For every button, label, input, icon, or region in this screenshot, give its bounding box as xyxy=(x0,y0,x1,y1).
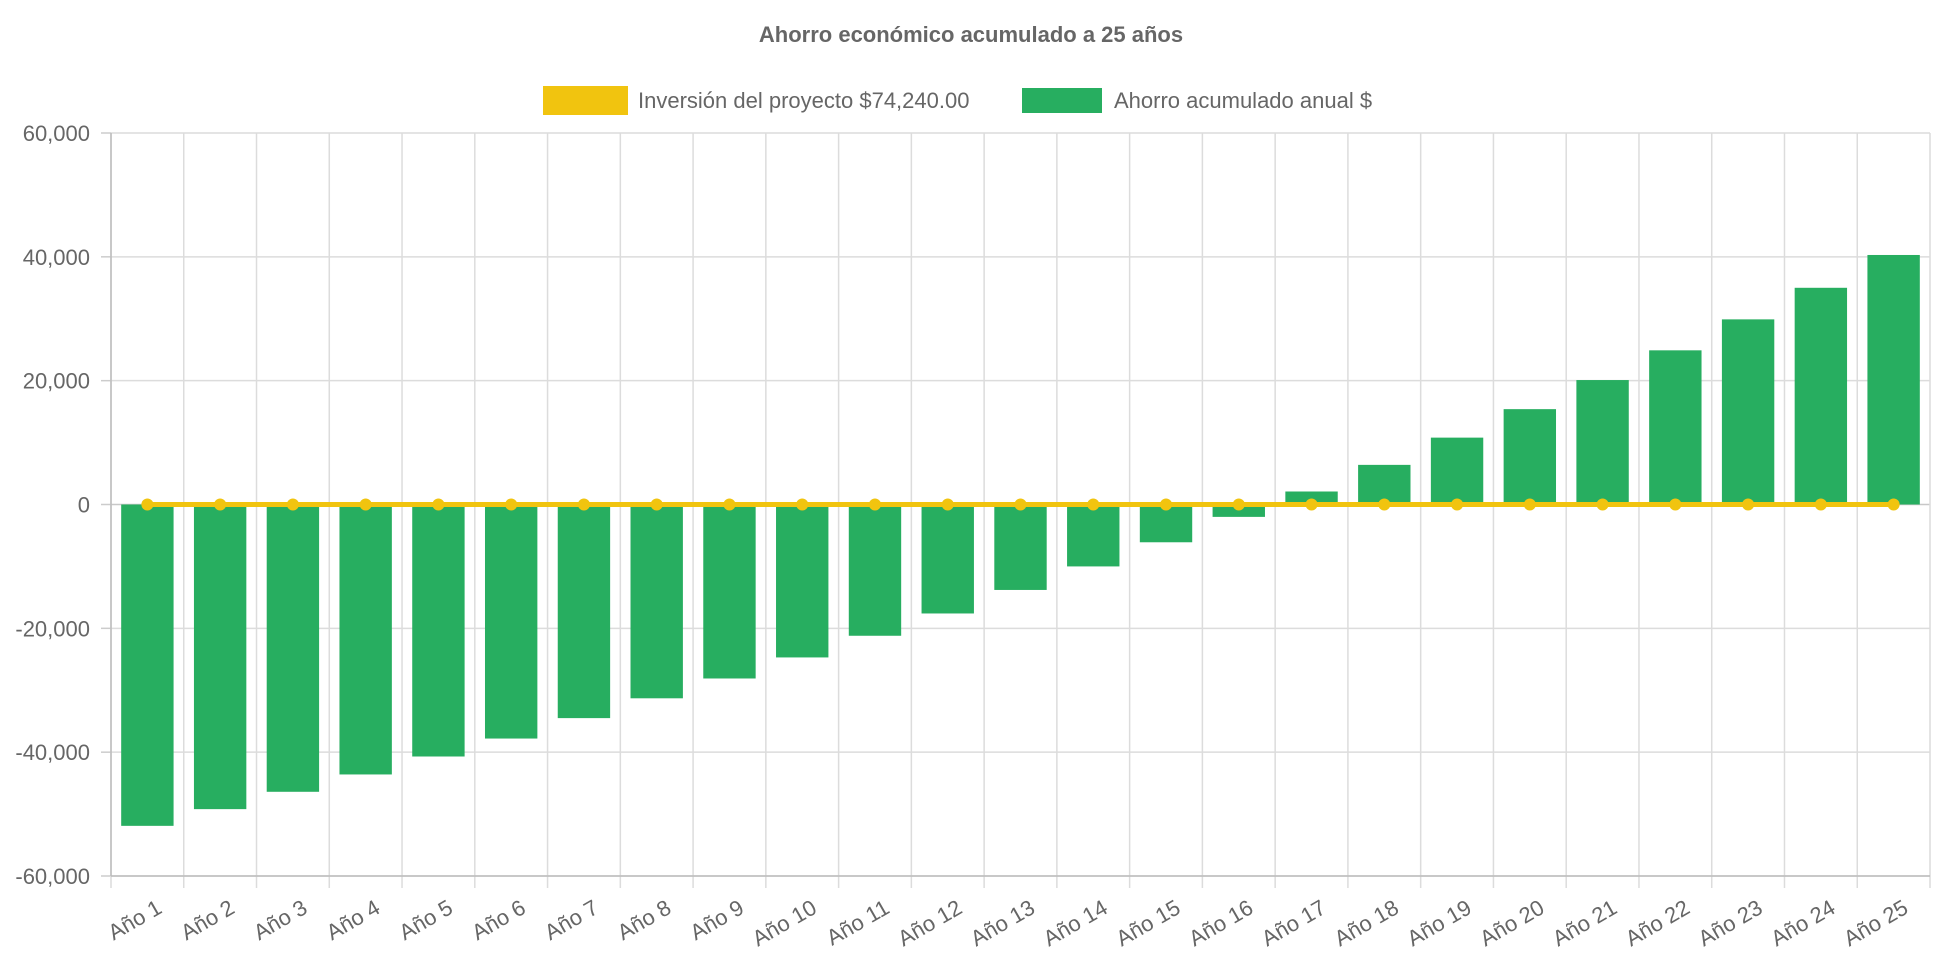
bar xyxy=(1504,409,1556,504)
x-tick-label: Año 21 xyxy=(1548,895,1621,952)
y-tick-label: -40,000 xyxy=(15,740,90,765)
line-point xyxy=(1160,499,1172,511)
line-point xyxy=(287,499,299,511)
line-point xyxy=(1306,499,1318,511)
line-point xyxy=(1087,499,1099,511)
line-point xyxy=(1451,499,1463,511)
line-point xyxy=(1888,499,1900,511)
x-tick-label: Año 13 xyxy=(966,895,1039,952)
line-point xyxy=(214,499,226,511)
y-tick-label: 60,000 xyxy=(23,121,90,146)
bar xyxy=(849,505,901,636)
bar xyxy=(1576,380,1628,504)
x-tick-label: Año 8 xyxy=(613,895,675,945)
bar xyxy=(631,505,683,699)
x-tick-label: Año 9 xyxy=(686,895,748,945)
bar xyxy=(703,505,755,679)
line-point xyxy=(1524,499,1536,511)
x-tick-label: Año 22 xyxy=(1621,895,1694,952)
line-point xyxy=(432,499,444,511)
line-point xyxy=(796,499,808,511)
x-tick-label: Año 7 xyxy=(540,895,602,945)
bars xyxy=(121,255,1920,826)
line-point xyxy=(1233,499,1245,511)
line-point xyxy=(1669,499,1681,511)
bar xyxy=(267,505,319,792)
x-tick-label: Año 14 xyxy=(1039,895,1112,952)
line-point xyxy=(141,499,153,511)
x-tick-label: Año 5 xyxy=(395,895,457,945)
legend: Inversión del proyecto $74,240.00 Ahorro … xyxy=(543,86,1372,115)
legend-label-savings: Ahorro acumulado anual $ xyxy=(1114,88,1372,113)
legend-label-investment: Inversión del proyecto $74,240.00 xyxy=(638,88,969,113)
x-tick-label: Año 10 xyxy=(748,895,821,952)
x-tick-label: Año 12 xyxy=(893,895,966,952)
x-tick-label: Año 11 xyxy=(822,895,893,951)
legend-swatch-savings xyxy=(1022,88,1102,113)
line-point xyxy=(360,499,372,511)
line-point xyxy=(1597,499,1609,511)
bar xyxy=(1867,255,1919,505)
line-point xyxy=(1015,499,1027,511)
x-tick-label: Año 4 xyxy=(322,895,384,945)
line-point xyxy=(723,499,735,511)
x-tick-label: Año 6 xyxy=(467,895,529,945)
y-tick-label: -20,000 xyxy=(15,616,90,641)
x-axis: Año 1 Año 2 Año 3 Año 4 Año 5 Año 6 Año 7 Año 8… xyxy=(104,895,1913,952)
chart-title: Ahorro económico acumulado a 25 años xyxy=(759,22,1183,47)
bar xyxy=(922,505,974,614)
x-tick-label: Año 18 xyxy=(1330,895,1403,952)
x-tick-label: Año 16 xyxy=(1184,895,1257,952)
line-point xyxy=(505,499,517,511)
y-tick-label: 20,000 xyxy=(23,369,90,394)
line-series xyxy=(141,499,1899,511)
x-tick-label: Año 3 xyxy=(249,895,311,945)
y-tick-label: -60,000 xyxy=(15,864,90,889)
y-axis: 60,000 40,000 20,000 0 -20,000 -40,000 -60,000 xyxy=(15,121,90,889)
bar xyxy=(994,505,1046,590)
x-tick-label: Año 15 xyxy=(1112,895,1185,952)
bar xyxy=(558,505,610,719)
line-point xyxy=(1815,499,1827,511)
bar xyxy=(1795,288,1847,505)
bar xyxy=(194,505,246,810)
y-tick-label: 0 xyxy=(78,493,90,518)
bar xyxy=(339,505,391,775)
x-tick-label: Año 2 xyxy=(176,895,238,945)
bar xyxy=(1722,319,1774,504)
bar xyxy=(1067,505,1119,567)
line-point xyxy=(1378,499,1390,511)
bar xyxy=(776,505,828,658)
x-tick-label: Año 25 xyxy=(1839,895,1912,952)
legend-swatch-investment xyxy=(543,86,628,115)
line-point xyxy=(869,499,881,511)
x-tick-label: Año 1 xyxy=(104,895,166,945)
y-tick-label: 40,000 xyxy=(23,245,90,270)
line-point xyxy=(651,499,663,511)
x-tick-label: Año 19 xyxy=(1403,895,1476,952)
line-point xyxy=(578,499,590,511)
line-point xyxy=(1742,499,1754,511)
bar xyxy=(485,505,537,739)
bar xyxy=(121,505,173,826)
x-tick-label: Año 24 xyxy=(1766,895,1839,952)
bar xyxy=(1649,350,1701,504)
line-point xyxy=(942,499,954,511)
x-tick-label: Año 23 xyxy=(1694,895,1767,952)
x-tick-label: Año 17 xyxy=(1257,895,1330,952)
x-tick-label: Año 20 xyxy=(1475,895,1548,952)
bar xyxy=(1431,438,1483,505)
bar xyxy=(412,505,464,757)
